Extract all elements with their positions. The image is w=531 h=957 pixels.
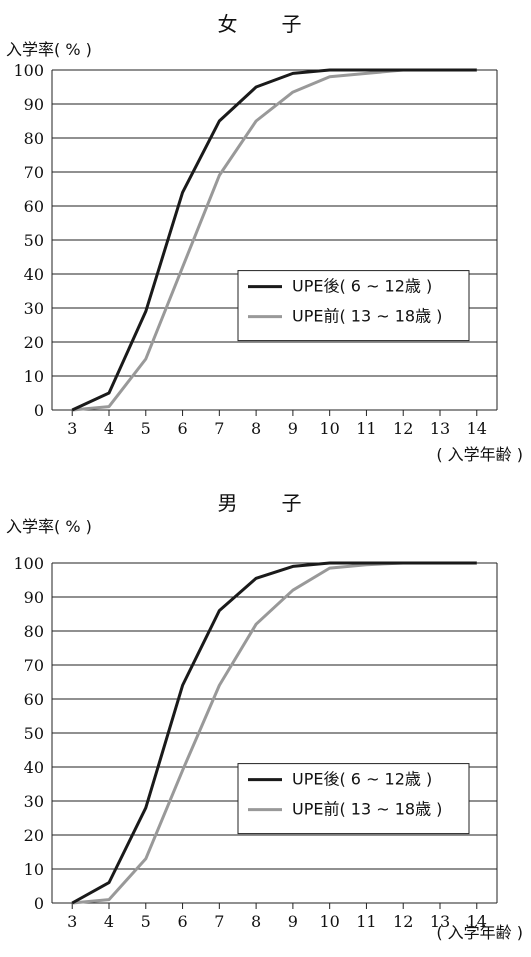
legend-box	[237, 270, 470, 342]
y-tick-label: 100	[13, 554, 44, 573]
female-chart-panel: 女 子 入学率( % ) 0 10 20 30 40 50 60 70 80 90 100 3 4 5 6 7…	[0, 0, 531, 478]
y-tick-label: 80	[24, 622, 44, 641]
y-axis-label: 入学率( % )	[6, 40, 92, 59]
female-line-chart: 0 10 20 30 40 50 60 70 80 90 100 3 4 5 6 7 8 9 10 11 12 13 14 U…	[13, 61, 498, 438]
x-tick-label: 14	[467, 419, 487, 438]
legend-label: UPE前( 13 ~ 18歳 )	[292, 307, 442, 326]
legend-label: UPE前( 13 ~ 18歳 )	[292, 800, 442, 819]
x-tick-label: 7	[214, 912, 224, 931]
y-tick-label: 60	[24, 690, 44, 709]
y-tick-label: 10	[24, 860, 44, 879]
x-tick-label: 13	[430, 419, 450, 438]
y-tick-label: 100	[13, 61, 44, 80]
x-tick-label: 4	[104, 419, 114, 438]
x-tick-label: 14	[467, 912, 487, 931]
x-tick-label: 10	[319, 912, 339, 931]
x-tick-label: 6	[177, 912, 187, 931]
chart-title: 男 子	[217, 491, 314, 515]
legend-box	[237, 763, 470, 835]
series-line-after-upe	[71, 561, 477, 905]
y-tick-label: 80	[24, 129, 44, 148]
x-tick-label: 3	[67, 419, 77, 438]
y-axis-label: 入学率( % )	[6, 517, 92, 536]
chart-title: 女 子	[217, 12, 314, 36]
legend-label: UPE後( 6 ~ 12歳 )	[292, 770, 432, 789]
y-tick-label: 90	[24, 588, 44, 607]
y-tick-label: 90	[24, 95, 44, 114]
x-tick-label: 12	[393, 912, 413, 931]
x-tick-label: 6	[177, 419, 187, 438]
x-tick-label: 4	[104, 912, 114, 931]
x-axis-label: ( 入学年齢 )	[436, 923, 523, 942]
x-tick-label: 11	[356, 419, 376, 438]
y-tick-label: 40	[24, 265, 44, 284]
x-axis-label: ( 入学年齢 )	[436, 445, 523, 464]
x-tick-label: 5	[141, 912, 151, 931]
x-tick-label: 8	[251, 419, 261, 438]
y-tick-label: 20	[24, 826, 44, 845]
x-tick-label: 8	[251, 912, 261, 931]
x-tick-label: 12	[393, 419, 413, 438]
y-tick-label: 60	[24, 197, 44, 216]
x-tick-label: 9	[288, 912, 298, 931]
y-tick-label: 0	[34, 401, 44, 420]
x-tick-label: 10	[319, 419, 339, 438]
y-tick-label: 50	[24, 724, 44, 743]
x-tick-label: 5	[141, 419, 151, 438]
x-tick-label: 13	[430, 912, 450, 931]
x-tick-label: 9	[288, 419, 298, 438]
y-tick-label: 40	[24, 758, 44, 777]
x-tick-label: 7	[214, 419, 224, 438]
y-tick-label: 0	[34, 894, 44, 913]
y-tick-label: 50	[24, 231, 44, 250]
y-tick-label: 30	[24, 792, 44, 811]
legend-label: UPE後( 6 ~ 12歳 )	[292, 277, 432, 296]
y-tick-label: 20	[24, 333, 44, 352]
y-tick-label: 10	[24, 367, 44, 386]
male-line-chart: 0 10 20 30 40 50 60 70 80 90 100 3 4 5 6 7 8 9 10 11 12 13 14 U…	[13, 554, 498, 931]
male-chart-panel: 男 子 入学率( % ) 0 10 20 30 40 50 60 70 80 90 100 3 4 5 6 7…	[0, 479, 531, 957]
y-tick-label: 70	[24, 163, 44, 182]
x-tick-label: 11	[356, 912, 376, 931]
y-tick-label: 30	[24, 299, 44, 318]
x-tick-label: 3	[67, 912, 77, 931]
series-line-after-upe	[71, 68, 477, 412]
y-tick-label: 70	[24, 656, 44, 675]
